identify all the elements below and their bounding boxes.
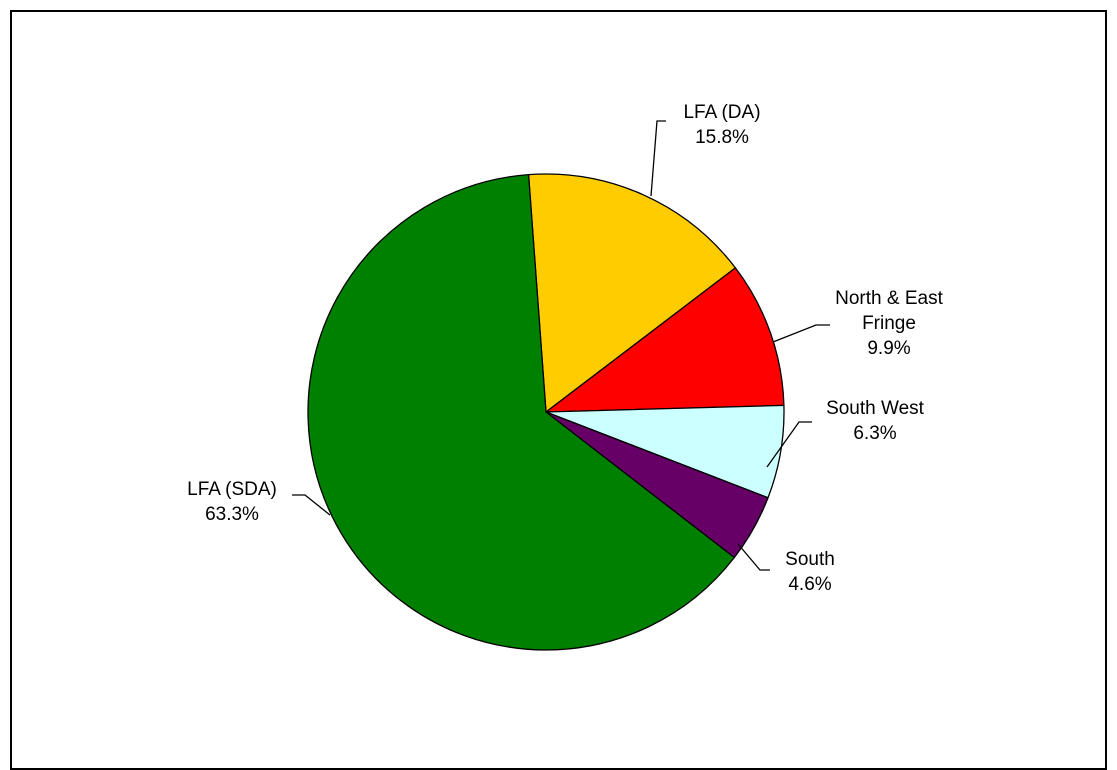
slice-percent: 4.6%: [788, 574, 831, 595]
slice-name-line: North & East: [835, 288, 943, 309]
slice-name-line: South West: [826, 398, 925, 419]
leader-line-lfa-da: [650, 120, 666, 197]
slice-name-line: LFA (SDA): [187, 479, 277, 500]
slice-label-lfa-da: LFA (DA) 15.8%: [683, 102, 760, 148]
pie-slice-north-and-east-fringe: [545, 267, 785, 413]
slice-percent: 9.9%: [867, 338, 910, 359]
label-leader-lines: [292, 120, 830, 571]
slice-label-south-west: South West 6.3%: [826, 398, 925, 444]
slice-name-line: South: [785, 549, 835, 570]
slice-name-line: Fringe: [862, 313, 916, 334]
pie-slice-lfa-sda: [307, 173, 735, 651]
leader-line-south: [737, 543, 770, 571]
leader-line-lfa-sda: [292, 494, 331, 516]
leader-line-south-west: [766, 421, 812, 468]
pie-slice-lfa-da: [527, 173, 737, 413]
slice-percent: 6.3%: [853, 423, 896, 444]
slice-name-line: LFA (DA): [683, 102, 760, 123]
slice-label-lfa-sda: LFA (SDA) 63.3%: [187, 479, 277, 525]
leader-line-north-and-east-fringe: [772, 324, 830, 343]
slice-label-north-and-east-fringe: North & East Fringe 9.9%: [835, 288, 943, 359]
slice-label-south: South 4.6%: [785, 549, 835, 595]
slice-percent: 63.3%: [205, 504, 259, 525]
pie-slices: [307, 173, 785, 651]
slice-percent: 15.8%: [695, 127, 749, 148]
slice-labels: LFA (DA) 15.8% North & East Fringe 9.9% South…: [187, 102, 943, 595]
